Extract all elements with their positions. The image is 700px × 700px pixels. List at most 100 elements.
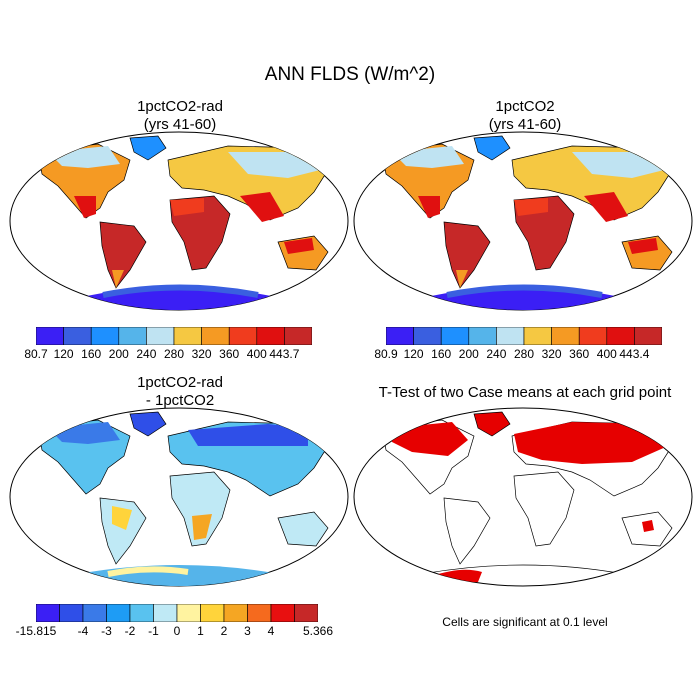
colorbar-c-tick-label: -1 <box>148 624 159 638</box>
colorbar-a-tick-label: 240 <box>136 347 157 361</box>
greenland <box>129 411 167 437</box>
panel-b-title-line2: (yrs 41-60) <box>488 116 562 133</box>
colorbar-c-tick-label: 1 <box>197 624 204 638</box>
colorbar-c-tick-label: 3 <box>244 624 251 638</box>
colorbar-c-swatch <box>82 604 107 622</box>
south-america <box>99 221 147 289</box>
colorbar-b-swatch <box>523 327 552 345</box>
colorbar-a <box>36 327 312 345</box>
colorbar-a-swatch <box>284 327 312 345</box>
colorbar-b-tick-label: 360 <box>569 347 590 361</box>
colorbar-c-tick-label: 4 <box>267 624 275 638</box>
colorbar-b-tick-label: 120 <box>403 347 424 361</box>
colorbar-a-tick-label: 200 <box>108 347 129 361</box>
greenland <box>473 411 511 437</box>
colorbar-b-tick-label: 400 <box>596 347 617 361</box>
colorbar-c-tick-label: -4 <box>77 624 89 638</box>
significance-note: Cells are significant at 0.1 level <box>442 615 608 629</box>
colorbar-c-tick-label: 0 <box>173 624 181 638</box>
australia <box>277 511 329 547</box>
africa <box>513 471 575 547</box>
colorbar-a-swatch <box>63 327 92 345</box>
colorbar-b <box>386 327 662 345</box>
colorbar-c-swatch <box>153 604 178 622</box>
greenland <box>129 135 167 161</box>
colorbar-b-swatch <box>440 327 470 345</box>
colorbar-a-swatch <box>146 327 175 345</box>
colorbar-c <box>36 604 318 622</box>
colorbar-a-tick-label: 80.7 <box>24 347 48 361</box>
australia <box>621 511 673 547</box>
south-america <box>99 497 147 565</box>
map-panel-a <box>9 131 349 311</box>
colorbar-b-tick-label: 80.9 <box>374 347 398 361</box>
colorbar-b-swatch <box>496 327 525 345</box>
colorbar-c-swatch <box>247 604 272 622</box>
colorbar-c-swatch <box>129 604 154 622</box>
colorbar-b-tick-label: 160 <box>431 347 452 361</box>
colorbar-a-swatch <box>90 327 120 345</box>
colorbar-c-tick-label: 5.366 <box>302 624 334 638</box>
colorbar-a-tick-label: 280 <box>163 347 185 361</box>
antarctica <box>421 564 625 575</box>
colorbar-a-tick-label: 443.7 <box>269 347 300 361</box>
colorbar-b-tick-label: 443.4 <box>619 347 650 361</box>
panel-title-b: 1pctCO2 (yrs 41-60) <box>405 98 645 134</box>
colorbar-a-tick-label: 360 <box>219 347 240 361</box>
colorbar-a-swatch <box>36 327 64 345</box>
colorbar-a-labels: 80.7 120 160 200 240 280 320 360 400 443.7 <box>24 347 312 363</box>
colorbar-b-tick-label: 280 <box>513 347 535 361</box>
colorbar-c-swatch <box>200 604 225 622</box>
panel-title-c: 1pctCO2-rad - 1pctCO2 <box>60 374 300 410</box>
colorbar-a-tick-label: 160 <box>81 347 102 361</box>
map-panel-c <box>9 407 349 587</box>
colorbar-c-swatch <box>176 604 201 622</box>
colorbar-c-tick-label: -2 <box>124 624 136 638</box>
colorbar-b-swatch <box>551 327 580 345</box>
africa <box>169 471 231 547</box>
colorbar-c-tick-label: -15.815 <box>15 624 57 638</box>
colorbar-b-swatch <box>606 327 635 345</box>
panel-c-title-line1: 1pctCO2-rad <box>137 374 223 391</box>
south-america <box>443 497 491 565</box>
colorbar-c-swatch <box>36 604 60 622</box>
panel-c-title-line2: - 1pctCO2 <box>145 392 215 409</box>
colorbar-b-tick-label: 240 <box>486 347 507 361</box>
colorbar-b-swatch <box>386 327 414 345</box>
map-panel-b <box>353 131 693 311</box>
colorbar-b-swatch <box>413 327 442 345</box>
colorbar-a-swatch <box>228 327 258 345</box>
colorbar-c-swatch <box>223 604 248 622</box>
panel-d-title-line1: T-Test of two Case means at each grid po… <box>378 384 672 401</box>
colorbar-a-swatch <box>201 327 230 345</box>
colorbar-c-swatch <box>59 604 84 622</box>
colorbar-b-swatch <box>634 327 662 345</box>
colorbar-b-swatch <box>578 327 608 345</box>
colorbar-a-tick-label: 400 <box>246 347 267 361</box>
panel-title-a: 1pctCO2-rad (yrs 41-60) <box>60 98 300 134</box>
panel-b-title-line1: 1pctCO2 <box>495 98 555 115</box>
panel-a-title-line2: (yrs 41-60) <box>143 116 217 133</box>
colorbar-a-swatch <box>256 327 285 345</box>
north-america <box>381 419 475 495</box>
map-panel-d <box>353 407 693 587</box>
colorbar-b-tick-label: 320 <box>541 347 562 361</box>
colorbar-c-tick-label: -3 <box>101 624 112 638</box>
colorbar-b-labels: 80.9 120 160 200 240 280 320 360 400 443.4 <box>374 347 662 363</box>
south-america <box>443 221 491 289</box>
panel-title-d: T-Test of two Case means at each grid po… <box>352 384 698 402</box>
colorbar-a-swatch <box>173 327 202 345</box>
colorbar-a-swatch <box>118 327 147 345</box>
colorbar-c-swatch <box>294 604 318 622</box>
colorbar-a-tick-label: 120 <box>53 347 74 361</box>
colorbar-b-tick-label: 200 <box>458 347 479 361</box>
colorbar-a-tick-label: 320 <box>191 347 212 361</box>
colorbar-c-labels: -15.815 -4 -3 -2 -1 0 1 2 3 4 5.366 <box>16 624 333 640</box>
main-title: ANN FLDS (W/m^2) <box>264 64 436 85</box>
greenland <box>473 135 511 161</box>
colorbar-c-swatch <box>270 604 295 622</box>
colorbar-c-swatch <box>106 604 131 622</box>
colorbar-c-tick-label: 2 <box>220 624 228 638</box>
colorbar-b-swatch <box>468 327 497 345</box>
panel-a-title-line1: 1pctCO2-rad <box>137 98 223 115</box>
